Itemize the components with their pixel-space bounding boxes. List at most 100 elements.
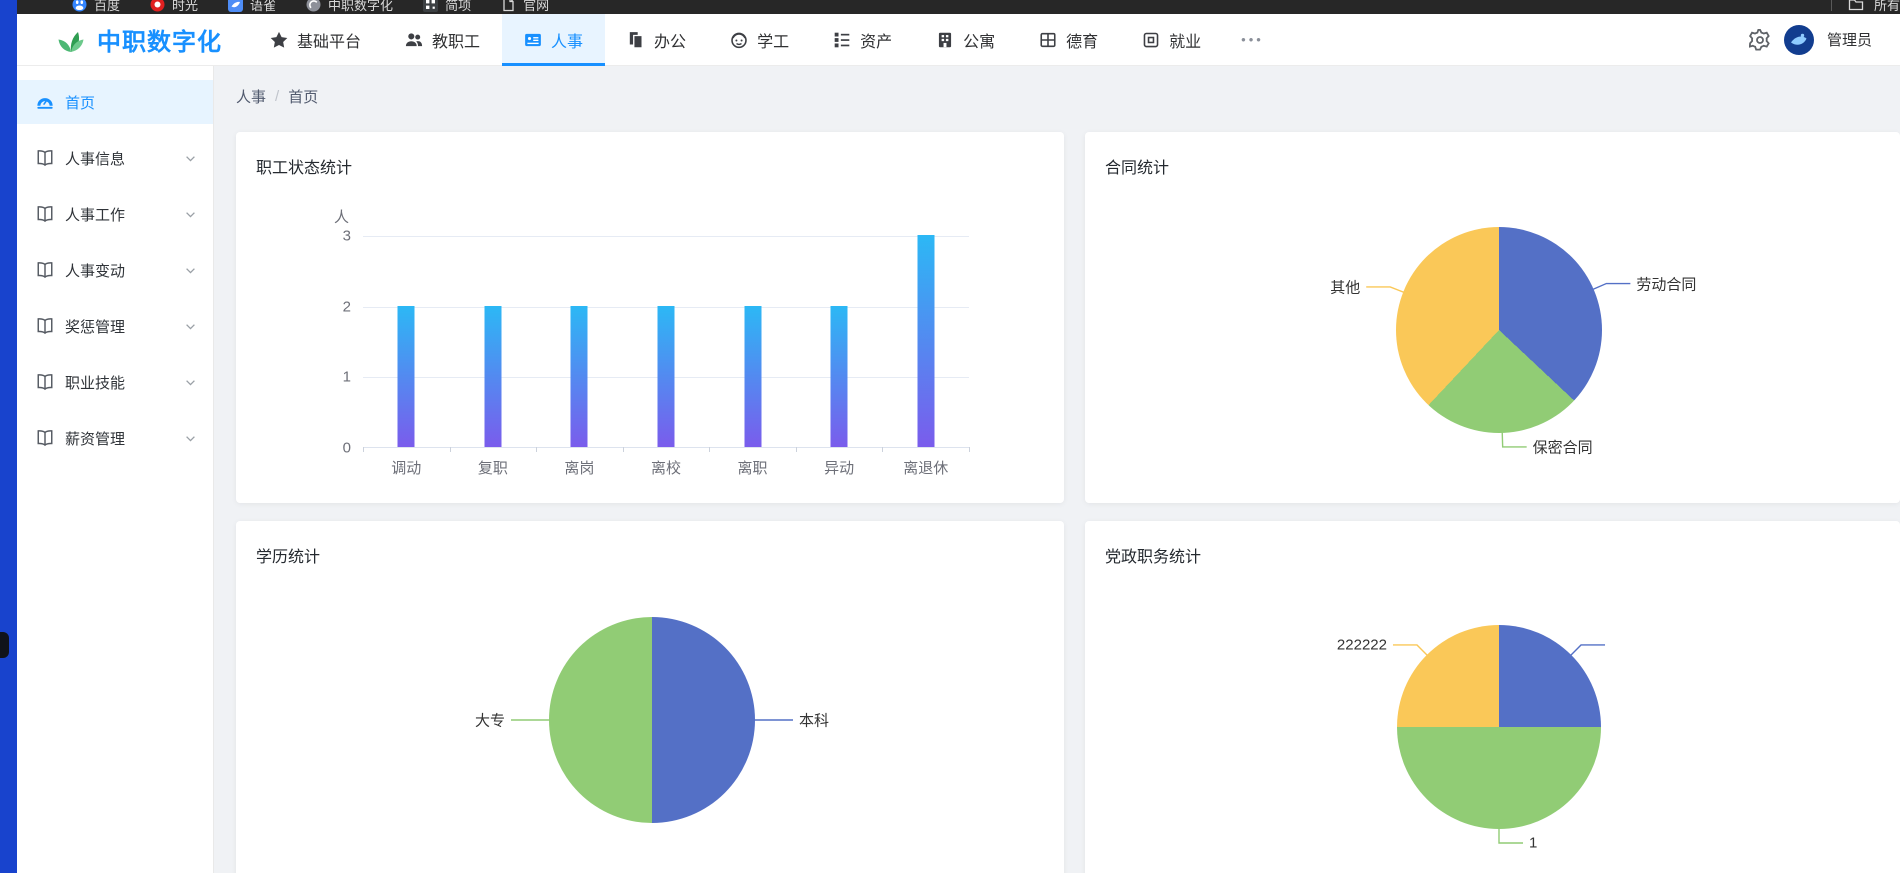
x-axis-category-label: 离职 — [737, 460, 768, 477]
breadcrumb: 人事 / 首页 — [214, 66, 1900, 107]
book-icon — [36, 205, 54, 223]
sidebar-item-职业技能[interactable]: 职业技能 — [17, 360, 213, 404]
nav-tab-label: 德育 — [1066, 33, 1099, 51]
folder-icon — [1848, 0, 1864, 12]
pie-slice-label: 其他 — [1330, 279, 1361, 297]
sidebar-item-label: 人事信息 — [65, 150, 126, 168]
nav-tab-资产[interactable]: 资产 — [811, 14, 914, 65]
card-title: 党政职务统计 — [1105, 549, 1202, 566]
apartment-icon — [936, 31, 954, 49]
dark-square-icon — [423, 0, 439, 12]
bookmark-item[interactable]: 简项 — [423, 0, 471, 14]
sidebar-item-label: 薪资管理 — [65, 430, 126, 448]
nav-tab-more[interactable]: ••• — [1223, 14, 1282, 65]
bookmark-label: 百度 — [94, 0, 121, 13]
pie-disc[interactable] — [1396, 227, 1602, 433]
pie-disc[interactable] — [1397, 625, 1601, 829]
office-icon — [627, 31, 645, 49]
card-contract-stats: 合同统计 劳动合同 保密合同 其他 — [1085, 132, 1900, 503]
bookmarks-separator — [1830, 0, 1832, 11]
book-icon — [36, 429, 54, 447]
x-axis-tick — [536, 447, 538, 452]
sidebar-item-label: 首页 — [65, 94, 96, 112]
chevron-down-icon — [184, 152, 197, 165]
pie-slice-label: 保密合同 — [1532, 439, 1593, 457]
card-title: 职工状态统计 — [256, 160, 353, 177]
bar-离岗[interactable] — [570, 305, 588, 447]
x-axis-category-label: 离退休 — [903, 460, 949, 477]
x-axis-tick — [969, 447, 970, 452]
bookmarks-all-label[interactable]: 所有 — [1873, 0, 1900, 13]
x-axis-category-label: 离校 — [650, 460, 682, 477]
browser-bookmarks-bar: 百度 时光 语雀 中职数字化 简项 官网 所有 — [0, 0, 1900, 14]
leaf-logo-icon — [55, 26, 87, 54]
bookmark-item[interactable]: 官网 — [501, 0, 549, 14]
pie-leader-line — [1392, 644, 1429, 657]
x-axis-tick — [622, 447, 624, 452]
bookmark-item[interactable]: 中职数字化 — [306, 0, 393, 14]
settings-gear-icon[interactable] — [1748, 28, 1771, 51]
sidebar-item-首页[interactable]: 首页 — [17, 80, 213, 124]
bookmark-item[interactable]: 语雀 — [228, 0, 276, 14]
nav-tab-教职工[interactable]: 教职工 — [383, 14, 502, 65]
blue-square-icon — [228, 0, 244, 12]
pie-leader-line — [1498, 828, 1523, 844]
sidebar-item-奖惩管理[interactable]: 奖惩管理 — [17, 304, 213, 348]
app-logo[interactable]: 中职数字化 — [17, 14, 248, 65]
x-axis-tick — [795, 447, 797, 452]
pie-slice-label: 222222 — [1336, 636, 1387, 654]
user-name[interactable]: 管理员 — [1826, 32, 1872, 49]
edge-handle[interactable] — [0, 632, 9, 658]
pie-disc[interactable] — [549, 617, 755, 823]
bar-异动[interactable] — [830, 305, 848, 447]
y-axis-tick-label: 0 — [342, 439, 351, 457]
bar-调动[interactable] — [397, 305, 415, 447]
sidebar-item-label: 奖惩管理 — [65, 318, 126, 336]
bookmark-label: 语雀 — [250, 0, 277, 13]
app-title: 中职数字化 — [97, 29, 222, 56]
bookmark-item[interactable]: 时光 — [150, 0, 198, 14]
card-employee-status: 职工状态统计 0 1 2 3 人调动 复职 离岗 离校 离职 异动 离退休 — [236, 132, 1064, 503]
bar-离退休[interactable] — [917, 235, 935, 447]
bar-离校[interactable] — [657, 305, 675, 447]
sidebar-item-人事信息[interactable]: 人事信息 — [17, 136, 213, 180]
breadcrumb-item-page[interactable]: 首页 — [288, 89, 319, 106]
dashboard-icon — [36, 93, 54, 111]
nav-tab-办公[interactable]: 办公 — [605, 14, 708, 65]
bookmark-item[interactable]: 百度 — [72, 0, 120, 14]
pie-leader-line — [1592, 282, 1631, 291]
sidebar-item-薪资管理[interactable]: 薪资管理 — [17, 416, 213, 460]
x-axis-category-label: 异动 — [824, 460, 855, 477]
browser-edge-strip — [0, 0, 17, 873]
breadcrumb-item-module[interactable]: 人事 — [236, 89, 267, 106]
bar-复职[interactable] — [484, 305, 502, 447]
nav-tab-就业[interactable]: 就业 — [1120, 14, 1223, 65]
nav-tab-人事[interactable]: 人事 — [502, 14, 606, 66]
bookmarks-row: 百度 时光 语雀 中职数字化 简项 官网 所有 — [0, 0, 1900, 14]
card-title: 学历统计 — [256, 549, 321, 566]
book-icon — [36, 373, 54, 391]
education-pie-chart: 本科 大专 — [236, 521, 1064, 873]
nav-tab-label: 人事 — [551, 33, 584, 51]
sidebar-item-人事工作[interactable]: 人事工作 — [17, 192, 213, 236]
bookmark-label: 官网 — [523, 0, 550, 13]
pie-slice-label: 劳动合同 — [1636, 276, 1697, 294]
pie-leader-line — [1501, 431, 1527, 448]
nav-tab-label: 资产 — [860, 33, 893, 51]
sidebar-item-人事变动[interactable]: 人事变动 — [17, 248, 213, 292]
book-icon — [36, 261, 54, 279]
nav-tab-公寓[interactable]: 公寓 — [914, 14, 1017, 65]
red-circle-icon — [150, 0, 165, 12]
contract-pie-chart: 劳动合同保密合同 其他 — [1085, 132, 1900, 503]
x-axis-tick — [882, 447, 884, 452]
nav-tab-基础平台[interactable]: 基础平台 — [248, 14, 383, 65]
bar-离职[interactable] — [744, 305, 762, 447]
x-axis-category-label: 复职 — [477, 460, 508, 477]
bookmark-label: 简项 — [445, 0, 472, 13]
pie-slice-label: 1 — [1529, 834, 1538, 852]
sidebar-item-label: 人事工作 — [65, 206, 126, 224]
nav-tab-学工[interactable]: 学工 — [708, 14, 811, 65]
user-avatar[interactable] — [1783, 24, 1814, 55]
nav-tab-德育[interactable]: 德育 — [1017, 14, 1120, 65]
student-icon — [730, 31, 748, 49]
